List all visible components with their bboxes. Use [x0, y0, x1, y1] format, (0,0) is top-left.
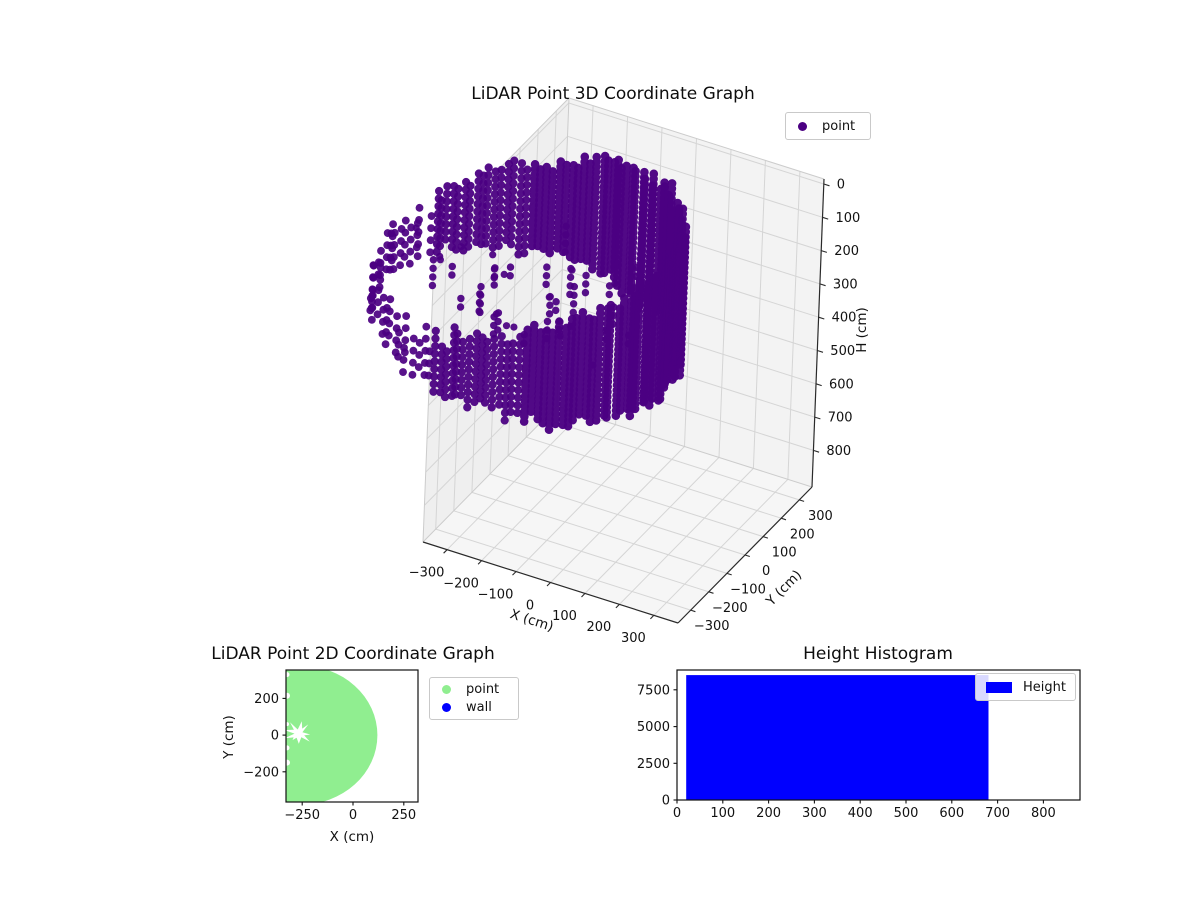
y-tick-label: 2500 — [637, 757, 670, 772]
x-tick-label: 300 — [621, 631, 646, 646]
wall-marker-icon — [442, 702, 451, 712]
y-tick-label: −300 — [694, 619, 730, 634]
y-axis-label: Y (cm) — [221, 715, 237, 760]
x-axis-label: X (cm) — [330, 829, 375, 845]
point-marker-icon — [798, 121, 807, 131]
x-tick-label: 800 — [1031, 806, 1056, 821]
plot2d-title: LiDAR Point 2D Coordinate Graph — [211, 644, 495, 664]
plot2d-point-blob — [286, 670, 378, 802]
height-patch-icon — [986, 681, 1012, 693]
z-tick-label: 700 — [828, 411, 853, 426]
plot2d-legend: point wall — [429, 677, 519, 720]
x-tick-label: 200 — [586, 620, 611, 635]
x-tick-label: 300 — [802, 806, 827, 821]
x-tick-label: −300 — [409, 565, 445, 580]
height-bar — [686, 675, 989, 800]
y-tick-label: 0 — [271, 729, 279, 744]
plot2d-axes: −250 0 250 200 0 −200 X (cm) Y (cm) — [221, 669, 419, 845]
x-tick-label: 0 — [349, 808, 357, 823]
x-tick-label: 500 — [894, 806, 919, 821]
z-tick-label: 0 — [837, 178, 845, 193]
plot3d-legend: point — [785, 112, 871, 140]
y-tick-label: 200 — [790, 527, 815, 542]
z-tick-label: 600 — [829, 377, 854, 392]
x-tick-label: 400 — [848, 806, 873, 821]
y-tick-label: 100 — [772, 546, 797, 561]
x-tick-label: 250 — [391, 808, 416, 823]
x-tick-label: 100 — [552, 609, 577, 624]
histogram-axes: 0 100 200 300 400 500 600 700 800 0 2500 5000 7500 — [637, 669, 1081, 821]
z-tick-label: 800 — [826, 444, 851, 459]
point-marker-icon — [442, 685, 451, 695]
y-tick-label: 200 — [254, 692, 279, 707]
y-tick-label: −100 — [730, 583, 766, 598]
z-tick-label: 400 — [832, 311, 857, 326]
x-tick-label: −100 — [478, 587, 514, 602]
z-tick-label: 300 — [833, 277, 858, 292]
y-tick-label: 0 — [762, 564, 770, 579]
y-tick-label: −200 — [243, 765, 279, 780]
x-tick-label: −200 — [443, 576, 479, 591]
legend-item-wall: wall — [438, 700, 510, 715]
z-tick-label: 500 — [830, 344, 855, 359]
z-tick-label: 200 — [834, 244, 859, 259]
histogram-legend: Height — [975, 673, 1076, 701]
x-tick-label: 700 — [985, 806, 1010, 821]
plot3d-point-cloud — [365, 151, 691, 435]
x-tick-label: 0 — [673, 806, 681, 821]
y-tick-label: 5000 — [637, 720, 670, 735]
legend-item-point: point — [794, 119, 862, 134]
x-tick-label: −250 — [284, 808, 320, 823]
z-axis-label: H (cm) — [854, 307, 870, 353]
legend-item-height: Height — [984, 680, 1067, 695]
y-tick-label: 300 — [808, 509, 833, 524]
legend-item-point: point — [438, 682, 510, 697]
x-tick-label: 100 — [710, 806, 735, 821]
x-tick-label: 600 — [939, 806, 964, 821]
plot3d-title: LiDAR Point 3D Coordinate Graph — [471, 84, 755, 104]
y-tick-label: −200 — [712, 601, 748, 616]
histogram-title: Height Histogram — [803, 644, 953, 664]
x-tick-label: 200 — [756, 806, 781, 821]
x-tick-label: 0 — [526, 598, 534, 613]
y-tick-label: 0 — [662, 794, 670, 809]
y-tick-label: 7500 — [637, 683, 670, 698]
z-tick-label: 100 — [836, 211, 861, 226]
